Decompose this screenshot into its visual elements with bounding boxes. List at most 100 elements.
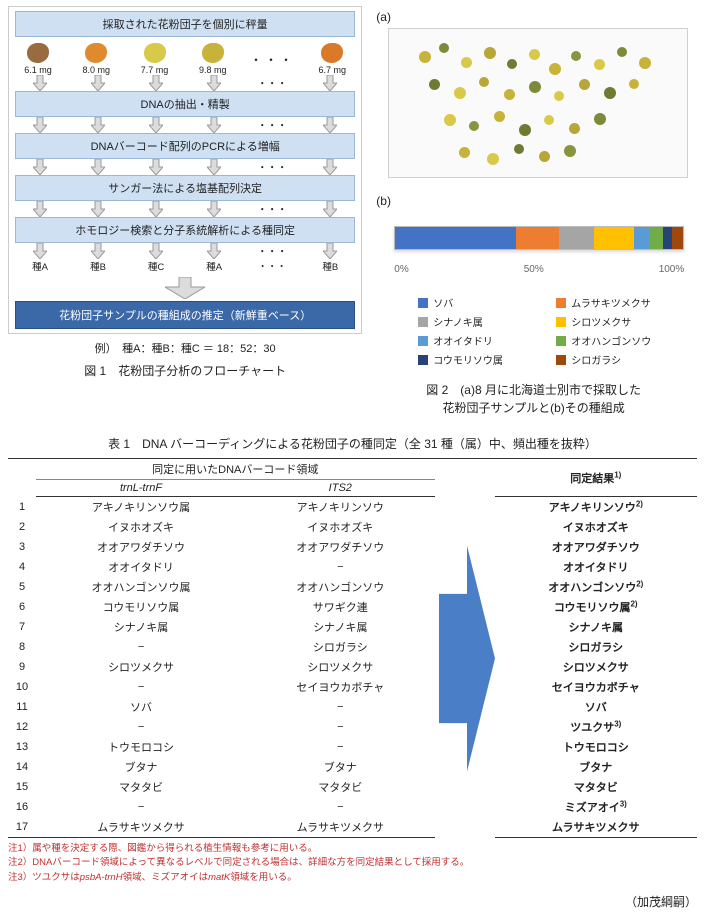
down-arrow-icon: [193, 201, 235, 217]
legend-swatch-icon: [418, 355, 428, 365]
cell-trnl: オオアワダチソウ: [36, 537, 246, 557]
legend-item: シロガラシ: [556, 352, 684, 367]
label-b: (b): [376, 194, 697, 208]
pollen-grain-icon: [579, 79, 590, 90]
down-arrow-icon: [193, 117, 235, 133]
pollen-grain-icon: [487, 153, 499, 165]
cell-result: オオイタドリ: [495, 557, 697, 577]
bar-legend: ソバムラサキツメクサシナノキ属シロツメクサオオイタドリオオハンゴンソウコウモリソ…: [418, 295, 684, 367]
row-number: 7: [8, 617, 36, 637]
down-arrow-icon: [193, 159, 235, 175]
species-row: 種A種B種C種A・・・種B: [13, 259, 357, 275]
pollen-grain-icon: [571, 51, 581, 61]
flow-step-3: DNAバーコード配列のPCRによる増幅: [15, 133, 355, 159]
legend-swatch-icon: [418, 317, 428, 327]
cell-result: オオアワダチソウ: [495, 537, 697, 557]
big-right-arrow-icon: [439, 497, 495, 823]
pollen-grain-icon: [484, 47, 496, 59]
legend-label: ソバ: [433, 295, 453, 310]
table-row: 7シナノキ属シナノキ属シナノキ属: [8, 617, 697, 637]
label-a: (a): [376, 10, 697, 24]
col-trnl: trnL-trnF: [36, 480, 246, 497]
footnote-1: 注1）属や種を決定する際、図鑑から得られる植生情報も参考に用いる。: [8, 842, 697, 856]
cell-its2: ムラサキツメクサ: [246, 817, 434, 838]
table-row: 3オオアワダチソウオオアワダチソウオオアワダチソウ: [8, 537, 697, 557]
sample-item: 7.7 mg: [134, 43, 176, 75]
cell-result: シロツメクサ: [495, 657, 697, 677]
cell-its2: サワギク連: [246, 597, 434, 617]
stacked-bar-chart: [394, 226, 684, 250]
row-number: 10: [8, 677, 36, 697]
down-arrow-icon: [309, 243, 351, 259]
cell-its2: オオハンゴンソウ: [246, 577, 434, 597]
cell-trnl: イヌホオズキ: [36, 517, 246, 537]
cell-result: ブタナ: [495, 757, 697, 777]
cell-result: ソバ: [495, 697, 697, 717]
cell-its2: シロガラシ: [246, 637, 434, 657]
legend-swatch-icon: [556, 298, 566, 308]
pollen-grain-icon: [544, 115, 554, 125]
row-number: 9: [8, 657, 36, 677]
bar-segment: [672, 227, 684, 249]
cell-result: ムラサキツメクサ: [495, 817, 697, 838]
pollen-grain-icon: [494, 111, 505, 122]
cell-trnl: −: [36, 677, 246, 697]
legend-label: シロツメクサ: [571, 314, 631, 329]
author-credit: （加茂綱嗣）: [8, 893, 697, 910]
down-arrow-icon: [309, 75, 351, 91]
cell-trnl: ムラサキツメクサ: [36, 817, 246, 838]
flow-step-1: 採取された花粉団子を個別に秤量: [15, 11, 355, 37]
pollen-grain-icon: [604, 87, 616, 99]
sample-weight: 8.0 mg: [75, 65, 117, 75]
legend-item: シロツメクサ: [556, 314, 684, 329]
cell-its2: イヌホオズキ: [246, 517, 434, 537]
down-arrow-icon: [135, 201, 177, 217]
legend-item: オオハンゴンソウ: [556, 333, 684, 348]
row-number: 11: [8, 697, 36, 717]
legend-label: シロガラシ: [571, 352, 621, 367]
bar-axis: 0% 50% 100%: [394, 264, 684, 275]
pollen-photo: [388, 28, 688, 178]
bar-segment: [634, 227, 648, 249]
row-number: 15: [8, 777, 36, 797]
col-its2: ITS2: [246, 480, 434, 497]
pollen-grain-icon: [419, 51, 431, 63]
pollen-grain-icon: [507, 59, 517, 69]
table-row: 6コウモリソウ属サワギク連コウモリソウ属2): [8, 597, 697, 617]
cell-result: シナノキ属: [495, 617, 697, 637]
sample-weight: 6.7 mg: [311, 65, 353, 75]
bar-segment: [594, 227, 634, 249]
cell-result: シロガラシ: [495, 637, 697, 657]
pollen-grain-icon: [514, 144, 524, 154]
pollen-grain-icon: [519, 124, 531, 136]
row-number: 6: [8, 597, 36, 617]
axis-tick: 100%: [659, 264, 685, 275]
figure-2-caption: 図 2 (a)8 月に北海道士別市で採取した花粉団子サンプルと(b)その種組成: [370, 381, 697, 417]
sample-item: 9.8 mg: [192, 43, 234, 75]
row-number: 8: [8, 637, 36, 657]
cell-trnl: オオイタドリ: [36, 557, 246, 577]
down-arrow-icon: [19, 75, 61, 91]
result-arrow-cell: [435, 497, 495, 838]
ellipsis: ・・・: [251, 259, 293, 273]
down-arrow-icon: [19, 117, 61, 133]
cell-its2: −: [246, 557, 434, 577]
row-number: 14: [8, 757, 36, 777]
sample-item: 6.7 mg: [311, 43, 353, 75]
cell-trnl: トウモロコシ: [36, 737, 246, 757]
table-footnotes: 注1）属や種を決定する際、図鑑から得られる植生情報も参考に用いる。 注2）DNA…: [8, 842, 697, 885]
bar-segment: [559, 227, 594, 249]
cell-trnl: シナノキ属: [36, 617, 246, 637]
ellipsis: ・・・: [251, 75, 293, 91]
pollen-grain-icon: [639, 57, 651, 69]
figure-2: (a) (b) 0% 50% 100% ソバムラサキツメクサシナノキ属シロツメク…: [362, 6, 697, 417]
row-number: 16: [8, 797, 36, 817]
down-arrow-icon: [19, 159, 61, 175]
legend-label: オオイタドリ: [433, 333, 493, 348]
cell-result: マタタビ: [495, 777, 697, 797]
pollen-blob-icon: [85, 43, 107, 63]
ellipsis: ・・・: [251, 243, 293, 259]
legend-item: オオイタドリ: [418, 333, 546, 348]
down-arrow-icon: [193, 75, 235, 91]
species-label: 種B: [77, 259, 119, 273]
